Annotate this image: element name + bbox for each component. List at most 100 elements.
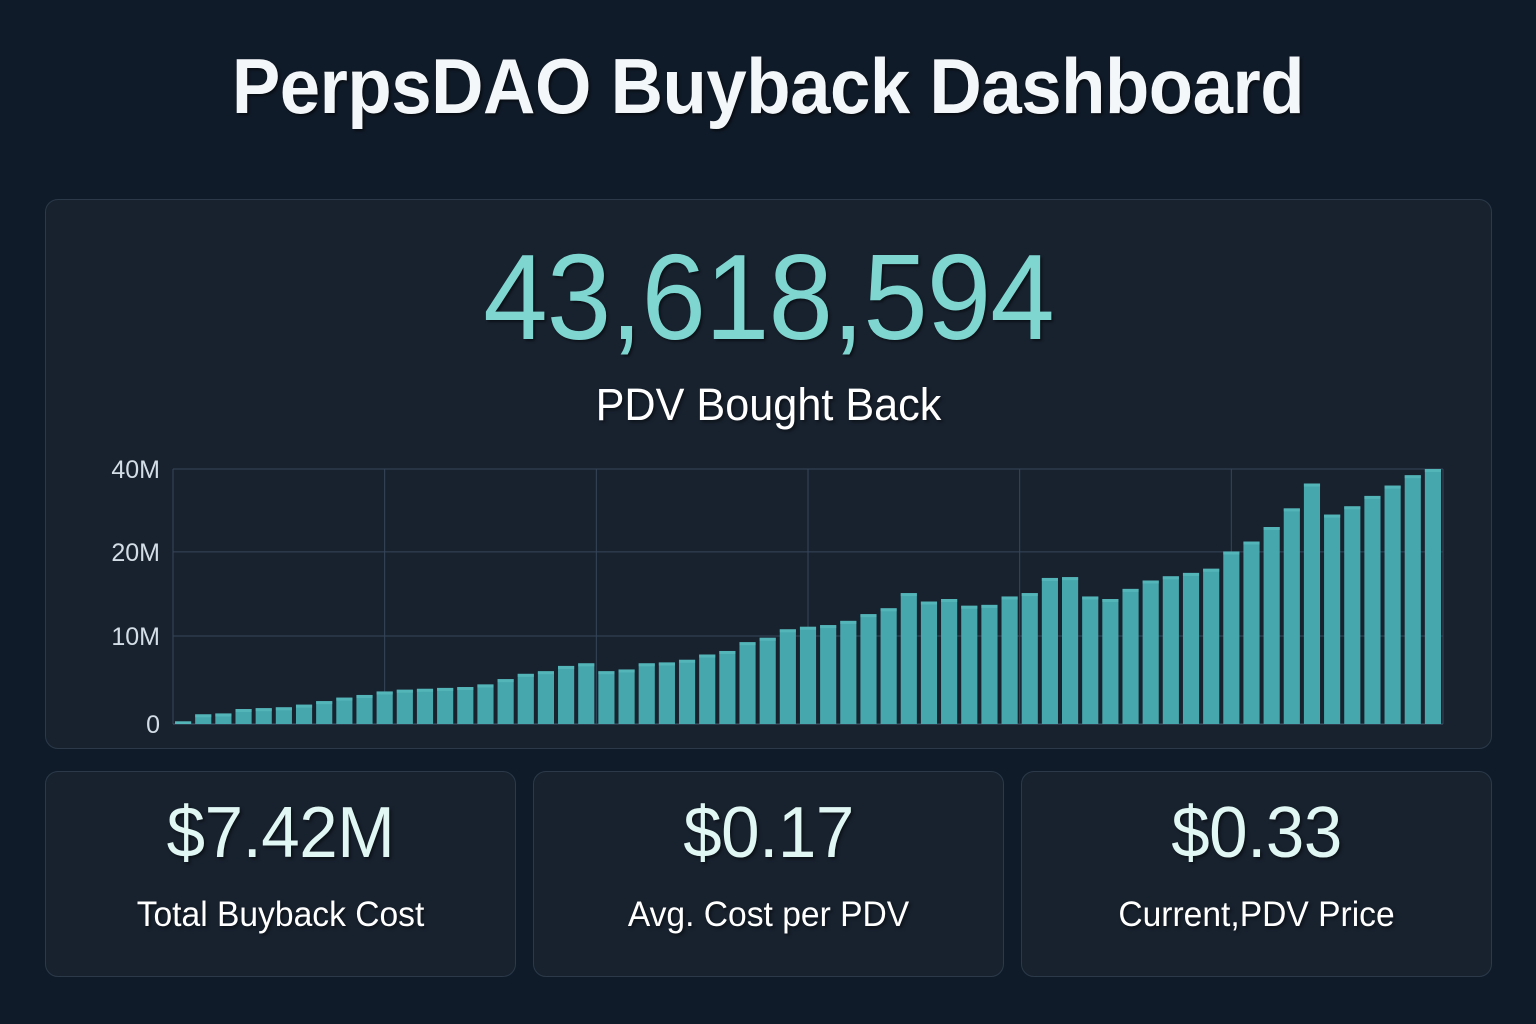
chart-bar [416, 688, 434, 724]
chart-bar [275, 707, 292, 724]
chart-bar [295, 704, 313, 724]
chart-bar [1041, 577, 1058, 724]
chart-bar-highlight [920, 601, 938, 605]
chart-bar [1283, 508, 1300, 724]
stat-card-current-pdv-price: $0.33 Current,PDV Price [1021, 771, 1492, 977]
chart-bar-highlight [840, 620, 857, 624]
chart-bar [699, 654, 716, 724]
chart-bar-highlight [759, 637, 776, 641]
chart-bar [941, 599, 958, 724]
chart-bar [981, 604, 998, 724]
chart-bar [1102, 599, 1119, 724]
chart-bar-highlight [175, 721, 192, 724]
chart-bar-highlight [1122, 588, 1139, 592]
stat-value: $7.42M [166, 793, 395, 873]
chart-bar-highlight [1324, 514, 1341, 518]
chart-bar [396, 689, 413, 724]
chart-bar [739, 642, 756, 724]
chart-bar [1001, 596, 1018, 724]
y-axis-tick-label: 40M [111, 456, 160, 484]
chart-bar-highlight [880, 608, 897, 612]
chart-bar [497, 679, 514, 724]
chart-bar [820, 625, 837, 724]
chart-bar [799, 626, 817, 724]
chart-bar [477, 684, 494, 724]
chart-bar [558, 665, 575, 724]
hero-metric-label: PDV Bought Back [595, 379, 942, 430]
chart-bar-highlight [316, 701, 333, 705]
chart-bar-highlight [1162, 576, 1179, 580]
chart-bar [1263, 527, 1280, 724]
chart-bar-highlight [1344, 506, 1361, 510]
chart-bar-highlight [799, 626, 817, 630]
chart-bar [1324, 514, 1341, 724]
chart-bar [457, 687, 474, 724]
chart-bar-highlight [941, 599, 958, 602]
chart-bar-highlight [195, 714, 212, 718]
chart-bar [618, 669, 635, 724]
chart-bar-highlight [558, 665, 575, 669]
chart-bar [598, 671, 615, 724]
chart-bar [1142, 580, 1159, 724]
chart-bar-highlight [1082, 596, 1099, 600]
chart-bar [759, 637, 776, 724]
chart-bar [1203, 568, 1220, 724]
chart-bar [920, 601, 938, 724]
stat-value: $0.33 [1171, 793, 1342, 873]
chart-bar [840, 620, 857, 724]
chart-bar-highlight [356, 694, 373, 698]
chart-bar [356, 694, 373, 724]
chart-bar-highlight [1203, 568, 1220, 572]
chart-bar-highlight [981, 604, 998, 608]
chart-bar [1424, 469, 1441, 724]
chart-bar-highlight [699, 654, 716, 658]
chart-bar [961, 605, 978, 724]
chart-bar [658, 662, 675, 724]
chart-bar-highlight [336, 697, 353, 701]
chart-bar [316, 701, 333, 724]
chart-bar-highlight [1243, 541, 1260, 545]
chart-bar-highlight [900, 593, 917, 597]
chart-bar [255, 708, 272, 724]
chart-bar [1223, 551, 1240, 724]
chart-bar [900, 593, 917, 724]
chart-bar-highlight [1021, 593, 1038, 597]
chart-bar-highlight [719, 650, 736, 654]
chart-bar [1062, 577, 1079, 724]
chart-bar-highlight [537, 671, 554, 675]
chart-bar-highlight [255, 708, 272, 712]
chart-bar [1021, 593, 1038, 724]
stat-value: $0.17 [683, 793, 854, 873]
chart-bar-highlight [1364, 495, 1381, 499]
chart-bar-highlight [517, 673, 534, 677]
chart-bar [1344, 506, 1361, 724]
chart-bar [517, 673, 534, 724]
chart-bar [1122, 588, 1139, 724]
chart-bar-highlight [1001, 596, 1018, 600]
stat-card-total-buyback-cost: $7.42M Total Buyback Cost [45, 771, 516, 977]
chart-bar [195, 714, 212, 724]
chart-bar-highlight [396, 689, 413, 693]
chart-bar-highlight [275, 707, 292, 711]
chart-bar [638, 663, 655, 724]
chart-bar [175, 721, 192, 724]
chart-bar [1162, 576, 1179, 724]
chart-bar-highlight [295, 704, 313, 708]
chart-bar-highlight [678, 659, 696, 663]
chart-bar-highlight [1404, 475, 1421, 479]
buyback-chart-card: 43,618,594 PDV Bought Back 0 10M 20M 40M [45, 199, 1492, 749]
chart-bar-highlight [820, 625, 837, 629]
page-title: PerpsDAO Buyback Dashboard [231, 42, 1305, 130]
chart-bar-highlight [1062, 577, 1079, 581]
chart-bar-highlight [739, 642, 756, 646]
chart-bar-highlight [638, 663, 655, 667]
chart-bar [336, 697, 353, 724]
chart-bar [1384, 485, 1401, 724]
chart-bar-highlight [1182, 572, 1200, 576]
chart-bar-highlight [1041, 577, 1058, 581]
hero-metric-value: 43,618,594 [483, 229, 1055, 365]
chart-bar [678, 659, 696, 724]
chart-bar [215, 713, 232, 724]
chart-bar-highlight [215, 713, 232, 717]
